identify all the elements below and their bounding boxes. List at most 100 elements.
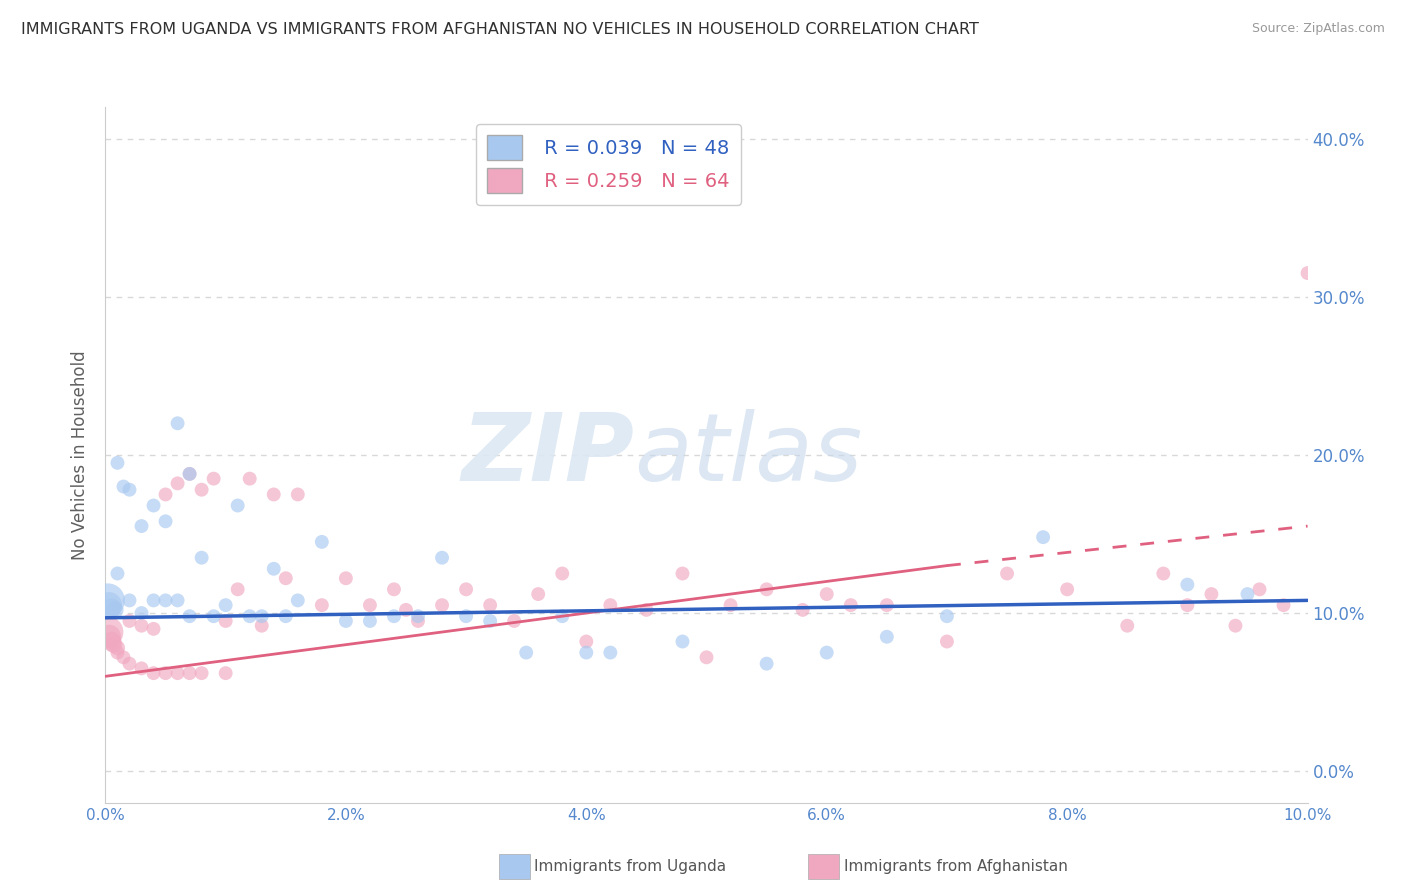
Point [98,598,121,612]
Point [1236,587,1258,601]
Point [107,646,129,660]
Point [755,582,778,597]
Point [815,646,838,660]
Point [250,618,273,632]
Point [131,606,153,620]
Point [335,571,357,585]
Point [575,646,598,660]
Point [179,467,201,481]
Text: atlas: atlas [634,409,863,500]
Point [226,582,249,597]
Point [97,625,120,640]
Point [131,519,153,533]
Point [551,566,574,581]
Point [395,603,418,617]
Point [166,593,188,607]
Text: IMMIGRANTS FROM UGANDA VS IMMIGRANTS FROM AFGHANISTAN NO VEHICLES IN HOUSEHOLD C: IMMIGRANTS FROM UGANDA VS IMMIGRANTS FRO… [21,22,979,37]
Point [720,598,742,612]
Point [696,650,718,665]
Point [575,634,598,648]
Point [112,650,135,665]
Point [155,514,177,528]
Point [274,571,297,585]
Point [104,603,127,617]
Point [359,598,381,612]
Point [551,609,574,624]
Point [142,499,165,513]
Point [166,666,188,681]
Point [190,550,212,565]
Point [263,562,285,576]
Point [179,609,201,624]
Point [599,646,621,660]
Point [671,634,693,648]
Point [815,587,838,601]
Point [311,534,333,549]
Point [503,614,526,628]
Point [527,587,550,601]
Point [382,609,405,624]
Point [214,598,236,612]
Point [1249,582,1271,597]
Point [1272,598,1295,612]
Point [107,640,129,655]
Point [202,609,225,624]
Point [1116,618,1139,632]
Point [250,609,273,624]
Point [107,566,129,581]
Point [936,634,959,648]
Text: Source: ZipAtlas.com: Source: ZipAtlas.com [1251,22,1385,36]
Point [239,609,262,624]
Point [166,476,188,491]
Point [599,598,621,612]
Point [155,666,177,681]
Point [118,483,141,497]
Point [792,603,814,617]
Point [155,593,177,607]
Point [755,657,778,671]
Point [100,634,122,648]
Point [479,614,502,628]
Point [311,598,333,612]
Point [382,582,405,597]
Point [1056,582,1078,597]
Point [1225,618,1247,632]
Point [454,582,477,597]
Text: Immigrants from Afghanistan: Immigrants from Afghanistan [844,859,1067,873]
Point [274,609,297,624]
Point [876,630,898,644]
Y-axis label: No Vehicles in Household: No Vehicles in Household [72,350,90,560]
Point [118,614,141,628]
Point [190,666,212,681]
Text: ZIP: ZIP [461,409,634,501]
Point [214,614,236,628]
Point [1032,530,1054,544]
Point [98,630,121,644]
Point [103,638,125,652]
Point [1175,598,1198,612]
Point [179,666,201,681]
Point [107,456,129,470]
Text: Immigrants from Uganda: Immigrants from Uganda [534,859,727,873]
Point [1152,566,1174,581]
Point [131,618,153,632]
Point [515,646,537,660]
Point [359,614,381,628]
Point [118,657,141,671]
Point [335,614,357,628]
Point [166,417,188,431]
Point [876,598,898,612]
Point [112,479,135,493]
Point [454,609,477,624]
Point [263,487,285,501]
Point [1296,266,1319,280]
Point [1175,577,1198,591]
Point [179,467,201,481]
Legend:  R = 0.039   N = 48,  R = 0.259   N = 64: R = 0.039 N = 48, R = 0.259 N = 64 [475,124,741,205]
Point [636,603,658,617]
Point [406,614,429,628]
Point [131,661,153,675]
Point [202,472,225,486]
Point [142,593,165,607]
Point [1201,587,1223,601]
